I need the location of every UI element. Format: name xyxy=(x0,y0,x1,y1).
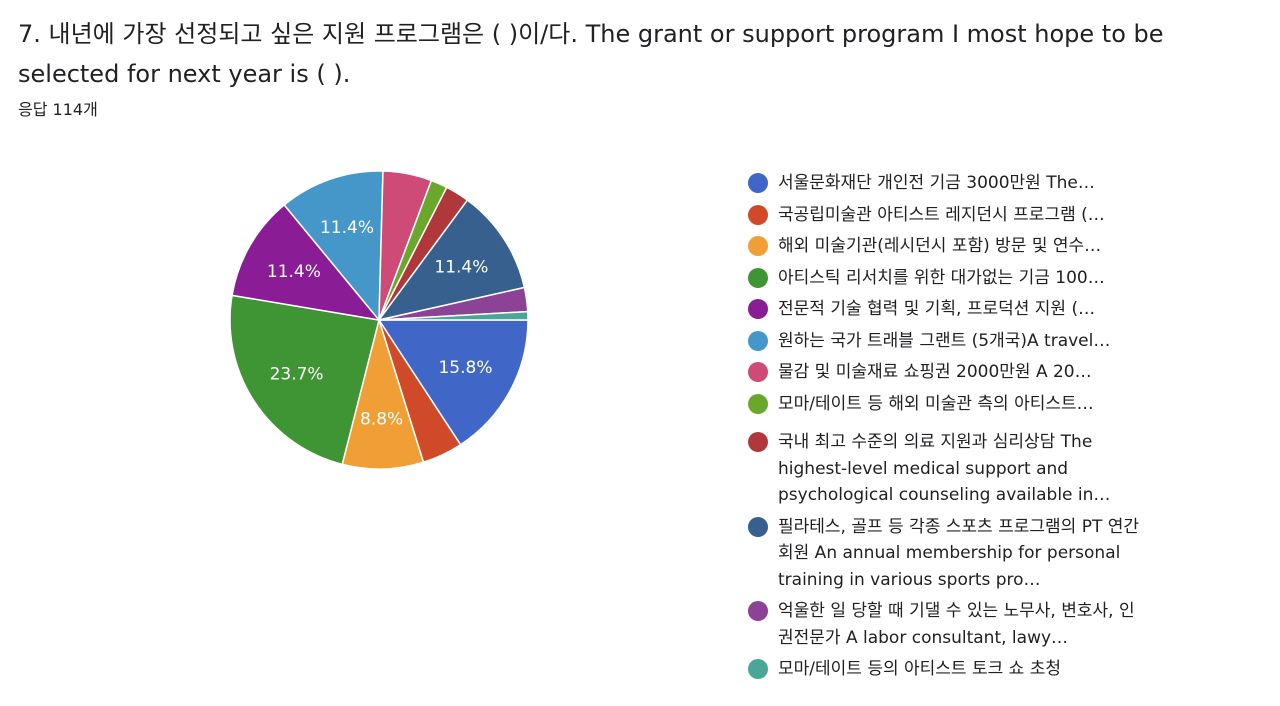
legend-swatch-8 xyxy=(748,393,768,414)
pie-slice-6[interactable] xyxy=(283,170,384,323)
chart-legend: 서울문화재단 개인전 기금 3000만원 The… 국공립미술관 아티스트 레지던… xyxy=(748,170,1148,688)
legend-item-11[interactable]: 억울한 일 당할 때 기댈 수 있는 노무사, 변호사, 인권전문가 A lab… xyxy=(748,598,1148,651)
legend-item-6[interactable]: 원하는 국가 트래블 그랜트 (5개국)A travel… xyxy=(748,328,1148,355)
pie-slice-10[interactable] xyxy=(377,199,526,322)
legend-swatch-2 xyxy=(748,204,768,225)
legend-swatch-3 xyxy=(748,236,768,256)
legend-item-12[interactable]: 모마/테이트 등의 아티스트 토크 쇼 초청 xyxy=(748,656,1148,683)
legend-item-10[interactable]: 필라테스, 골프 등 각종 스포츠 프로그램의 PT 연간회원 An annua… xyxy=(748,514,1148,594)
legend-item-3[interactable]: 해외 미술기관(레시던시 포함) 방문 및 연수… xyxy=(748,233,1148,260)
slice-label-10: 11.4% xyxy=(434,257,488,277)
slice-label-5: 11.4% xyxy=(267,262,321,282)
legend-swatch-7 xyxy=(748,362,768,382)
legend-label-11: 억울한 일 당할 때 기댈 수 있는 노무사, 변호사, 인권전문가 A lab… xyxy=(778,601,1135,648)
legend-label-5: 전문적 기술 협력 및 기획, 프로덕션 지원 (… xyxy=(778,299,1096,319)
legend-swatch-4 xyxy=(748,267,768,288)
legend-label-7: 물감 및 미술재료 쇼핑권 2000만원 A 20… xyxy=(778,362,1092,382)
legend-swatch-11 xyxy=(748,601,768,621)
response-count: 응답 114개 xyxy=(18,100,98,119)
legend-label-3: 해외 미술기관(레시던시 포함) 방문 및 연수… xyxy=(778,236,1102,256)
question-title: 7. 내년에 가장 선정되고 싶은 지원 프로그램은 ( )이/다. The g… xyxy=(18,20,1164,88)
pie-slice-3[interactable] xyxy=(341,317,425,470)
legend-item-4[interactable]: 아티스틱 리서치를 위한 대가없는 기금 100… xyxy=(748,265,1148,292)
legend-item-9[interactable]: 국내 최고 수준의 의료 지원과 심리상담 The highest-level … xyxy=(748,429,1148,509)
legend-label-4: 아티스틱 리서치를 위한 대가없는 기금 100… xyxy=(778,267,1105,288)
legend-label-9: 국내 최고 수준의 의료 지원과 심리상담 The highest-level … xyxy=(778,432,1111,505)
legend-label-12: 모마/테이트 등의 아티스트 토크 쇼 초청 xyxy=(778,659,1061,679)
pie-slice-5[interactable] xyxy=(231,203,381,322)
slice-label-6: 11.4% xyxy=(320,218,374,238)
legend-swatch-10 xyxy=(748,516,768,537)
legend-item-7[interactable]: 물감 및 미술재료 쇼핑권 2000만원 A 20… xyxy=(748,359,1148,386)
pie-slice-4[interactable] xyxy=(229,294,380,466)
legend-label-10: 필라테스, 골프 등 각종 스포츠 프로그램의 PT 연간회원 An annua… xyxy=(778,516,1140,590)
legend-label-6: 원하는 국가 트래블 그랜트 (5개국)A travel… xyxy=(778,330,1111,351)
pie-slice-12[interactable] xyxy=(378,310,529,321)
legend-swatch-12 xyxy=(748,659,768,679)
legend-label-8: 모마/테이트 등 해외 미술관 측의 아티스트… xyxy=(778,393,1094,414)
legend-item-5[interactable]: 전문적 기술 협력 및 기획, 프로덕션 지원 (… xyxy=(748,296,1148,323)
legend-item-1[interactable]: 서울문화재단 개인전 기금 3000만원 The… xyxy=(748,170,1148,197)
slice-label-1: 15.8% xyxy=(438,358,492,378)
pie-slice-1[interactable] xyxy=(377,319,529,446)
legend-swatch-6 xyxy=(748,330,768,351)
legend-swatch-9 xyxy=(748,432,768,452)
legend-item-2[interactable]: 국공립미술관 아티스트 레지던시 프로그램 (… xyxy=(748,202,1148,229)
legend-label-1: 서울문화재단 개인전 기금 3000만원 The… xyxy=(778,173,1095,193)
legend-swatch-1 xyxy=(748,173,768,193)
slice-label-3: 8.8% xyxy=(360,409,403,429)
legend-item-8[interactable]: 모마/테이트 등 해외 미술관 측의 아티스트… xyxy=(748,391,1148,418)
legend-label-2: 국공립미술관 아티스트 레지던시 프로그램 (… xyxy=(778,204,1105,225)
slice-label-4: 23.7% xyxy=(270,365,324,385)
legend-swatch-5 xyxy=(748,299,768,319)
